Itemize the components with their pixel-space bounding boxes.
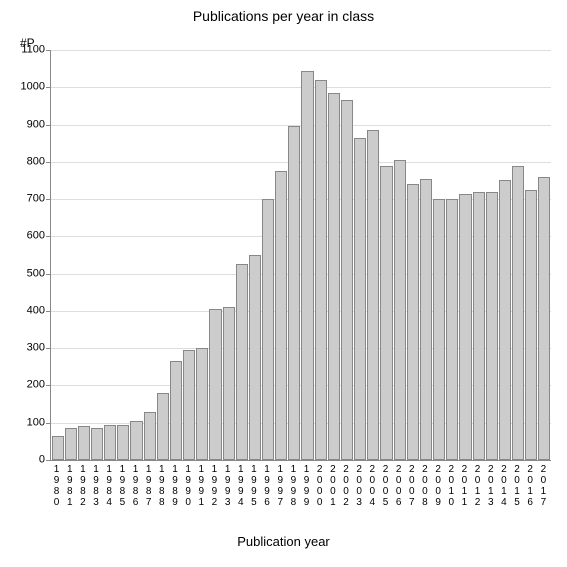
x-tick-label: 2012 — [471, 464, 484, 508]
bar — [236, 264, 248, 460]
bar — [275, 171, 287, 460]
x-tick-label: 2002 — [339, 464, 352, 508]
y-tick-label: 1000 — [5, 82, 45, 93]
x-tick-label: 2016 — [524, 464, 537, 508]
x-tick-label: 1999 — [300, 464, 313, 508]
x-tick-label: 2017 — [537, 464, 550, 508]
y-tick-label: 700 — [5, 194, 45, 205]
bar — [144, 412, 156, 460]
y-tick-label: 800 — [5, 156, 45, 167]
bar — [538, 177, 550, 460]
bar — [301, 71, 313, 461]
bar — [249, 255, 261, 460]
x-tick-label: 2015 — [510, 464, 523, 508]
bar — [407, 184, 419, 460]
bar — [499, 180, 511, 460]
bar — [315, 80, 327, 460]
plot-area — [50, 50, 551, 461]
x-tick-label: 1989 — [168, 464, 181, 508]
bar — [65, 428, 77, 460]
x-tick-label: 1985 — [116, 464, 129, 508]
bar — [196, 348, 208, 460]
y-tick-label: 200 — [5, 380, 45, 391]
x-tick-label: 2010 — [445, 464, 458, 508]
bar — [52, 436, 64, 460]
x-tick-group: 1980198119821983198419851986198719881989… — [50, 464, 550, 508]
y-tick-label: 500 — [5, 268, 45, 279]
x-axis-label: Publication year — [0, 534, 567, 549]
bar — [433, 199, 445, 460]
bar — [367, 130, 379, 460]
bar — [157, 393, 169, 460]
x-tick-label: 2011 — [458, 464, 471, 508]
y-tick-label: 1100 — [5, 45, 45, 56]
bar — [183, 350, 195, 460]
chart-title: Publications per year in class — [0, 8, 567, 24]
x-tick-label: 1996 — [261, 464, 274, 508]
x-tick-label: 1983 — [89, 464, 102, 508]
y-tick-label: 300 — [5, 343, 45, 354]
x-tick-label: 2005 — [379, 464, 392, 508]
x-tick-label: 2014 — [497, 464, 510, 508]
bar — [341, 100, 353, 460]
chart-container: Publications per year in class #P 010020… — [0, 0, 567, 567]
x-tick-label: 2000 — [313, 464, 326, 508]
bar — [394, 160, 406, 460]
x-tick-label: 2013 — [484, 464, 497, 508]
x-tick-label: 2007 — [405, 464, 418, 508]
bar — [354, 138, 366, 460]
x-tick-label: 1993 — [221, 464, 234, 508]
x-tick-label: 1982 — [76, 464, 89, 508]
x-tick-label: 1987 — [142, 464, 155, 508]
x-tick-label: 2001 — [326, 464, 339, 508]
x-tick-label: 1980 — [50, 464, 63, 508]
x-tick-label: 1990 — [182, 464, 195, 508]
x-tick-label: 1981 — [63, 464, 76, 508]
bar — [486, 192, 498, 460]
x-tick-label: 2004 — [366, 464, 379, 508]
bar — [525, 190, 537, 460]
bar — [328, 93, 340, 460]
bar — [223, 307, 235, 460]
bar-group — [51, 50, 551, 460]
bar — [512, 166, 524, 460]
x-tick-label: 2008 — [418, 464, 431, 508]
x-tick-label: 1988 — [155, 464, 168, 508]
y-tick-label: 100 — [5, 417, 45, 428]
x-tick-label: 1994 — [234, 464, 247, 508]
bar — [91, 428, 103, 460]
x-tick-label: 2006 — [392, 464, 405, 508]
x-tick-label: 1998 — [287, 464, 300, 508]
bar — [170, 361, 182, 460]
y-tick-label: 400 — [5, 305, 45, 316]
x-tick-label: 1984 — [103, 464, 116, 508]
x-tick-label: 1997 — [274, 464, 287, 508]
bar — [420, 179, 432, 460]
bar — [473, 192, 485, 460]
bar — [117, 425, 129, 460]
x-tick-label: 2009 — [432, 464, 445, 508]
x-tick-label: 1986 — [129, 464, 142, 508]
bar — [262, 199, 274, 460]
bar — [130, 421, 142, 460]
x-tick-label: 1991 — [195, 464, 208, 508]
y-tick-label: 0 — [5, 455, 45, 466]
x-tick-label: 2003 — [353, 464, 366, 508]
bar — [459, 194, 471, 461]
bar — [446, 199, 458, 460]
bar — [380, 166, 392, 460]
bar — [104, 425, 116, 460]
y-tick-label: 600 — [5, 231, 45, 242]
bar — [78, 426, 90, 460]
x-tick-label: 1995 — [247, 464, 260, 508]
bar — [209, 309, 221, 460]
y-tick-label: 900 — [5, 119, 45, 130]
bar — [288, 126, 300, 460]
x-tick-label: 1992 — [208, 464, 221, 508]
